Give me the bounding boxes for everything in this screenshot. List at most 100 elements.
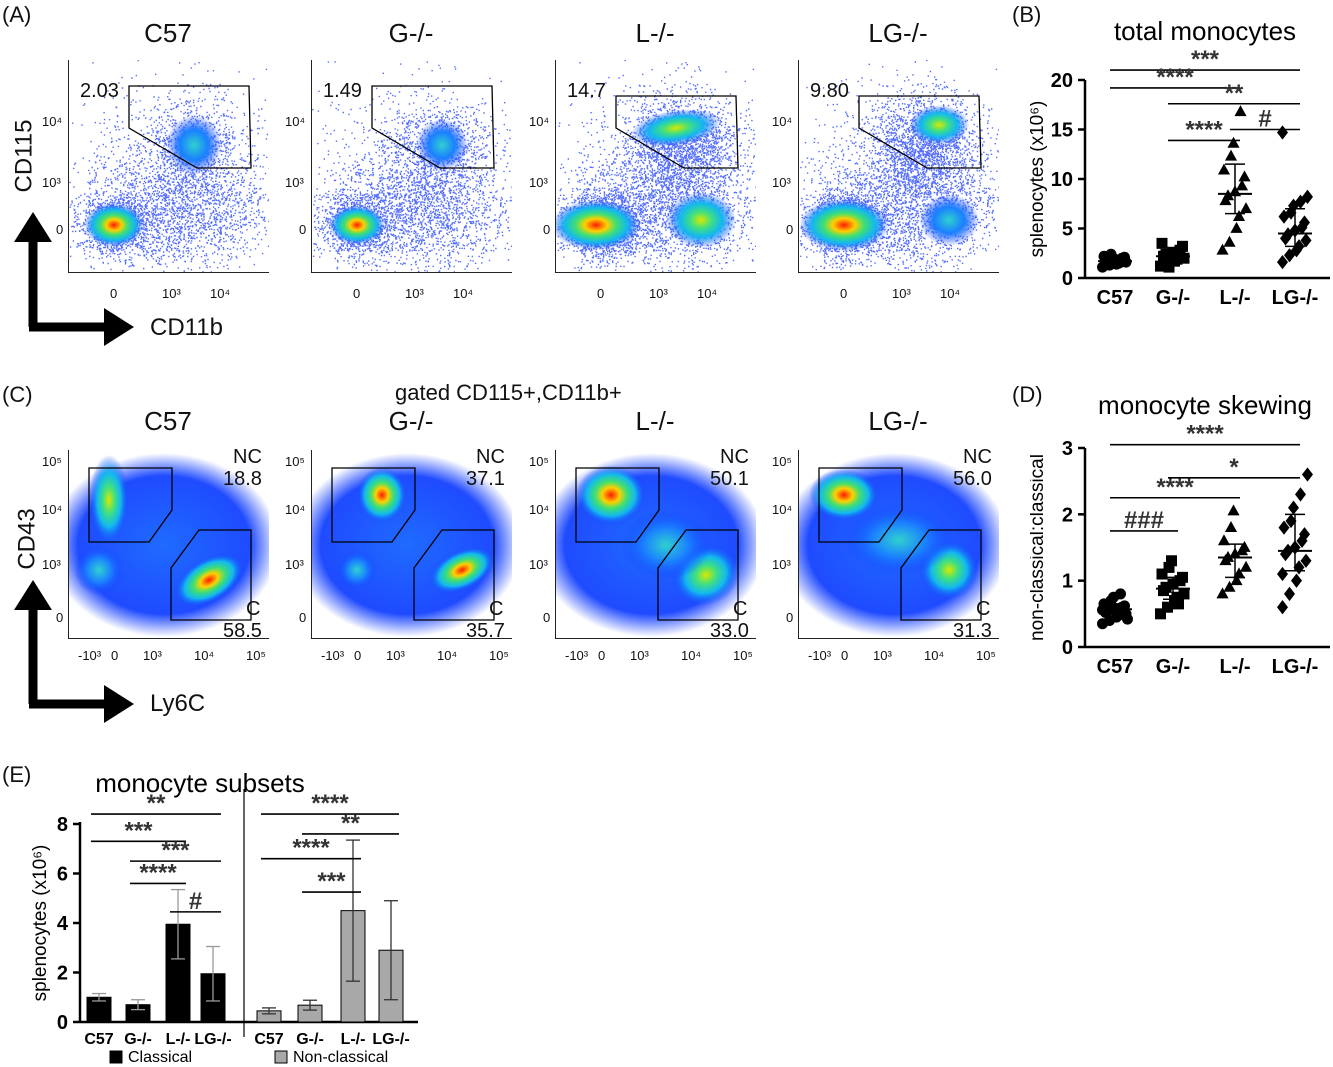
panel-a-y-tick: 10⁴ [529,114,550,129]
gate-c [170,529,252,621]
panel-c-x-tick: 10³ [630,648,649,663]
panel-e-chart: monocyte subsets 0 2 4 6 8 splenocytes (x10⁶) C… [30,768,418,1066]
panel-a-x-tick: 10⁴ [697,286,718,301]
panel-b-data-point [1299,215,1310,230]
panel-c-y-tick: 10³ [529,557,548,572]
panel-b-data-point [1216,243,1229,255]
panel-c-c-label: C [976,598,991,620]
panel-d-data-point [1163,561,1175,573]
panel-a-y-tick: 10³ [529,175,548,190]
panel-b-significance-label: *** [1191,46,1220,73]
panel-a-y-tick: 10⁴ [42,114,63,129]
panel-d-data-point [1238,540,1251,552]
panel-e-category-label: G-/- [124,1031,152,1048]
panel-d-data-point [1232,567,1246,579]
panel-d-data-point [1278,520,1290,535]
panel-d-y-tick-label: 0 [1062,637,1073,659]
panel-b-data-point [1156,237,1168,249]
panel-d-data-point [1277,566,1288,582]
panel-b-data-point [1155,260,1166,272]
panel-c-x-tick: -10³ [78,648,102,663]
panel-a-x-axis-label: CD11b [150,314,223,341]
panel-d-data-point [1155,608,1166,620]
panel-a-plot-title: L-/- [635,18,675,48]
flow-density [312,61,512,272]
panel-c-plot-title: G-/- [388,406,434,436]
panel-c-x-tick: 10³ [386,648,405,663]
panel-b-significance-label: **** [1156,64,1194,91]
panel-e-letter: (E) [2,762,32,787]
panel-a-y-tick: 0 [56,222,64,237]
panel-d-data-point [1221,550,1235,562]
panel-b-y-tick-label: 20 [1051,70,1073,92]
panel-e-y-tick-label: 2 [57,963,68,985]
panel-a-x-tick: 10³ [892,286,911,301]
panel-b-data-point [1235,179,1249,191]
panel-a-letter: (A) [2,2,32,27]
density-hotspot [844,505,954,575]
density-hotspot [84,203,144,247]
flow-density [69,453,269,637]
panel-d-data-point [1166,555,1177,567]
panel-b-data-point [1295,194,1306,209]
panel-a-y-tick: 10³ [42,175,61,190]
panel-a-x-tick: 10⁴ [940,286,961,301]
panel-a-y-tick: 10³ [285,175,304,190]
panel-c-flow-plot [68,450,269,639]
panel-c-x-tick: 10⁴ [924,648,945,663]
panel-e-title: monocyte subsets [95,768,305,798]
panel-c-x-tick: 10⁵ [976,648,996,663]
density-hotspot [556,200,641,250]
panel-b-y-tick-label: 10 [1051,169,1073,191]
panel-d-data-point [1156,568,1168,580]
panel-c-y-tick: 10⁵ [42,454,62,469]
density-hotspot [429,546,495,594]
panel-a-x-tick: 0 [353,286,361,301]
gate-polygon [858,95,982,169]
panel-d-significance-label: * [1229,454,1239,481]
panel-b-y-tick-label: 5 [1062,219,1073,241]
panel-d-data-point [1239,560,1253,572]
panel-c-y-tick: 10⁵ [529,454,549,469]
panel-e-legend-label: Non-classical [293,1049,388,1066]
panel-c-plot-title: L-/- [635,406,675,436]
panel-c-y-tick: 10⁴ [529,502,550,517]
density-hotspot [337,550,377,590]
panel-a-flow-plot [798,60,999,273]
panel-d-data-point [1300,553,1312,568]
panel-c-nc-value: 37.1 [466,468,505,490]
panel-c-flow-plot [555,450,756,639]
panel-a-x-tick: 0 [597,286,605,301]
panel-e-category-label: G-/- [296,1031,324,1048]
panel-d-data-point [1227,504,1240,516]
panel-e-significance-label: # [189,888,202,915]
panel-c-x-tick: 10⁵ [489,648,509,663]
panel-d-data-point [1295,487,1306,502]
panel-d-y-tick-label: 1 [1062,571,1073,593]
panel-c-x-tick: -10³ [321,648,345,663]
panel-a-y-tick: 10⁴ [772,114,793,129]
panel-b-data-point [1300,233,1312,248]
gate-c [657,529,739,621]
panel-d-data-point [1216,587,1229,599]
panel-e-significance-label: **** [139,859,177,886]
panel-d-category-label: L-/- [1219,656,1250,678]
panel-d-data-point [1277,600,1288,615]
flow-density [799,453,999,637]
panel-e-category-label: C57 [84,1031,113,1048]
panel-b-significance-label: **** [1185,116,1223,143]
panel-a-x-tick: 10³ [649,286,668,301]
panel-d-significance-label: **** [1156,474,1194,501]
panel-b-data-point [1119,251,1130,263]
panel-a-x-tick: 10⁴ [453,286,474,301]
panel-c-y-tick: 0 [56,610,64,625]
panel-e-y-label: splenocytes (x10⁶) [30,845,51,1002]
panel-d-category-label: C57 [1097,656,1134,678]
panel-c-y-tick: 10⁴ [772,502,793,517]
panel-c-c-value: 58.5 [223,620,262,642]
panel-c-plot-title: C57 [144,406,192,436]
panel-d-data-point [1223,580,1236,592]
flow-density [799,60,999,272]
panel-d-data-point [1122,613,1133,625]
panel-c-x-tick: -10³ [808,648,832,663]
